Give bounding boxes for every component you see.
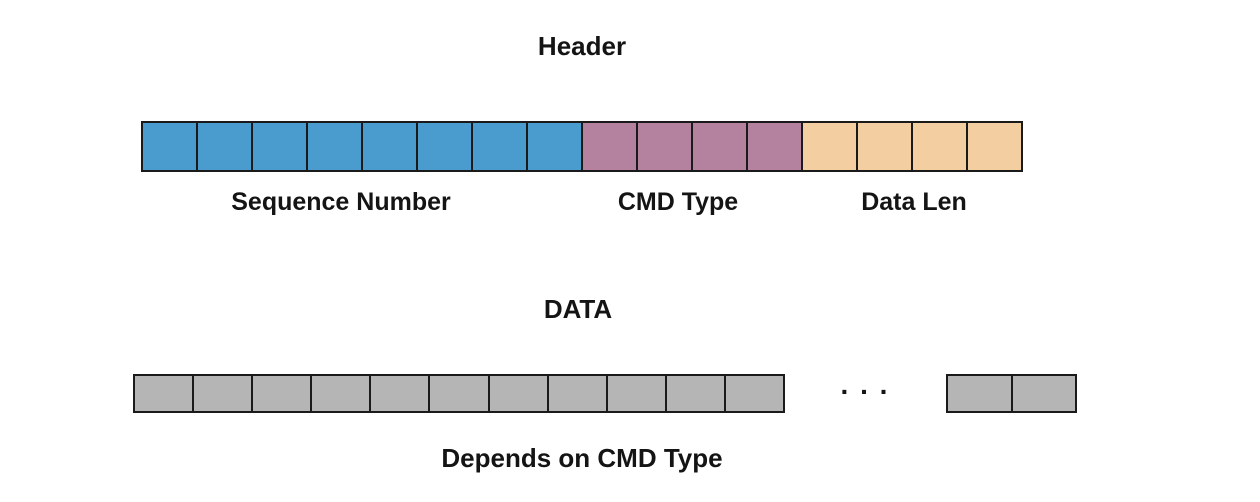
byte-cell bbox=[968, 123, 1021, 170]
byte-cell bbox=[143, 123, 198, 170]
data-bytes-segment bbox=[135, 376, 784, 411]
cmd-type-segment bbox=[583, 123, 803, 170]
byte-cell bbox=[198, 123, 253, 170]
byte-cell bbox=[489, 376, 549, 411]
byte-cell bbox=[725, 376, 784, 411]
byte-cell bbox=[528, 123, 583, 170]
byte-cell bbox=[253, 376, 313, 411]
byte-cell bbox=[430, 376, 490, 411]
byte-cell bbox=[638, 123, 693, 170]
data-len-label: Data Len bbox=[861, 188, 967, 216]
ellipsis: . . . bbox=[840, 369, 890, 400]
header-section-title: Header bbox=[537, 31, 627, 61]
byte-cell bbox=[548, 376, 608, 411]
byte-cell bbox=[693, 123, 748, 170]
byte-cell bbox=[194, 376, 254, 411]
sequence-number-segment bbox=[143, 123, 583, 170]
byte-cell bbox=[1012, 376, 1075, 411]
byte-cell bbox=[748, 123, 803, 170]
byte-cell bbox=[253, 123, 308, 170]
byte-cell bbox=[803, 123, 858, 170]
byte-cell bbox=[948, 376, 1013, 411]
byte-cell bbox=[583, 123, 638, 170]
byte-cell bbox=[371, 376, 431, 411]
sequence-number-label: Sequence Number bbox=[231, 188, 451, 216]
data-byte-tail-row bbox=[946, 374, 1077, 413]
byte-cell bbox=[135, 376, 195, 411]
data-len-segment bbox=[803, 123, 1021, 170]
data-section-title: DATA bbox=[543, 294, 613, 324]
cmd-type-label: CMD Type bbox=[617, 188, 739, 216]
byte-cell bbox=[312, 376, 372, 411]
byte-cell bbox=[666, 376, 726, 411]
byte-cell bbox=[363, 123, 418, 170]
byte-cell bbox=[473, 123, 528, 170]
data-bytes-tail-segment bbox=[948, 376, 1075, 411]
byte-cell bbox=[913, 123, 968, 170]
byte-cell bbox=[607, 376, 667, 411]
header-byte-row bbox=[141, 121, 1023, 172]
byte-cell bbox=[308, 123, 363, 170]
byte-cell bbox=[418, 123, 473, 170]
data-byte-row bbox=[133, 374, 785, 413]
byte-cell bbox=[858, 123, 913, 170]
data-caption: Depends on CMD Type bbox=[441, 443, 723, 473]
